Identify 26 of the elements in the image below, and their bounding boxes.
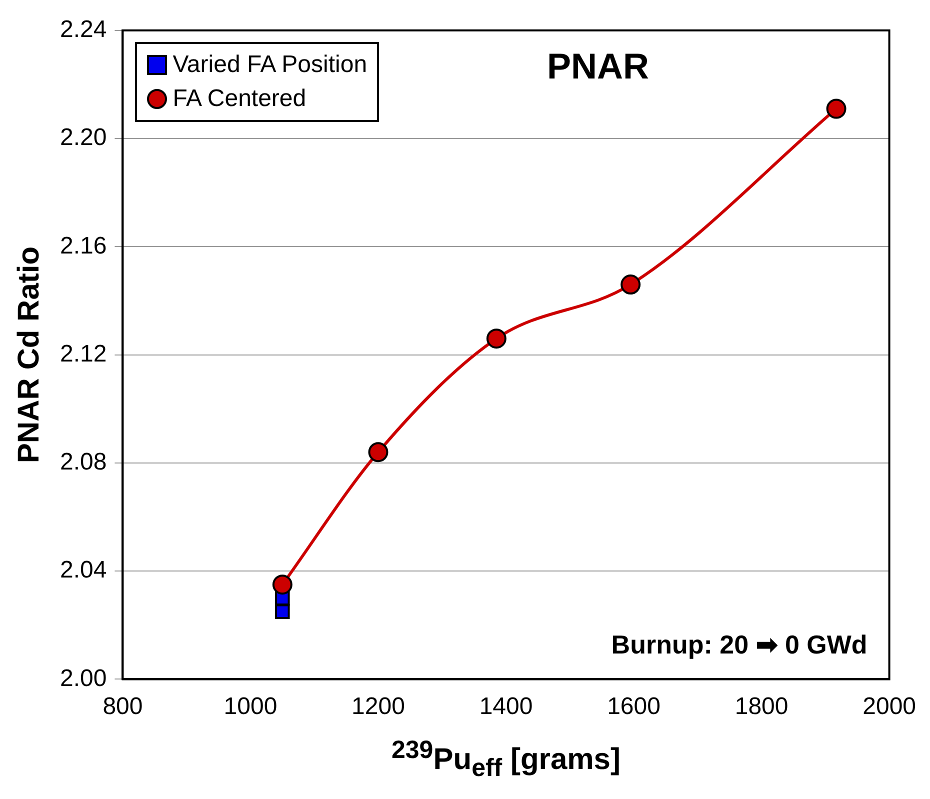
x-tick-label: 1000 xyxy=(224,693,278,720)
point xyxy=(275,604,290,619)
point xyxy=(620,274,641,295)
y-axis-title: PNAR Cd Ratio xyxy=(12,246,46,464)
x-axis-title: $^{239}$Pu$_{eff}$ [grams] xyxy=(390,736,622,783)
x-tick-label: 1400 xyxy=(479,693,533,720)
x-tick-label: 1200 xyxy=(352,693,405,720)
point xyxy=(826,98,846,119)
legend-label: FA Centered xyxy=(172,84,306,114)
point xyxy=(486,328,506,349)
y-tick-label: 2.16 xyxy=(60,232,107,260)
y-tick-label: 2.12 xyxy=(60,340,107,368)
legend-label: Varied FA Position xyxy=(172,50,368,80)
point xyxy=(368,442,388,462)
y-tick-label: 2.04 xyxy=(60,556,107,584)
chart-title: PNAR xyxy=(546,45,650,86)
x-tick-label: 1800 xyxy=(734,693,788,720)
annotation: Burnup: 20 ➡ 0 GWd xyxy=(611,629,868,660)
y-tick-label: 2.20 xyxy=(60,124,107,152)
x-tick-label: 2000 xyxy=(862,693,916,720)
y-tick-label: 2.24 xyxy=(60,16,107,44)
x-tick-label: 800 xyxy=(102,693,143,720)
point xyxy=(272,574,292,595)
y-tick-label: 2.00 xyxy=(60,664,107,692)
y-tick-label: 2.08 xyxy=(60,448,107,476)
x-tick-label: 1600 xyxy=(607,693,660,720)
